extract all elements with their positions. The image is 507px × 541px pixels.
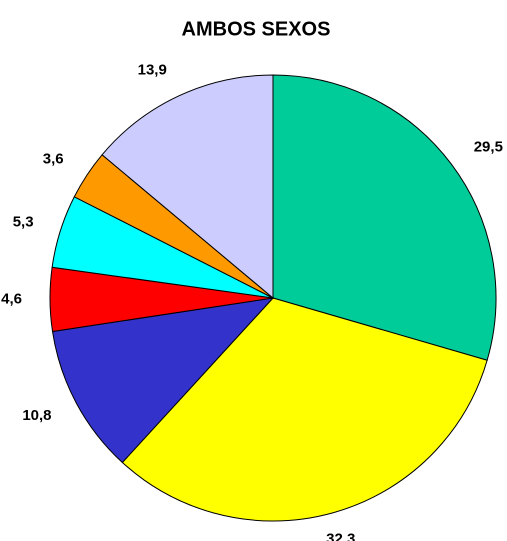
pie-slice	[101, 74, 274, 300]
data-label: 4,6	[1, 291, 22, 308]
chart-title: AMBOS SEXOS	[182, 18, 331, 40]
data-label: 10,8	[22, 407, 51, 424]
data-label: 5,3	[13, 214, 34, 231]
data-label: 29,5	[474, 138, 503, 155]
data-label: 32,3	[326, 531, 355, 541]
pie-slice	[272, 74, 497, 361]
data-label: 3,6	[43, 151, 64, 168]
pie-slice	[51, 297, 275, 464]
data-label: 13,9	[138, 62, 167, 79]
pie-slice	[121, 297, 488, 522]
